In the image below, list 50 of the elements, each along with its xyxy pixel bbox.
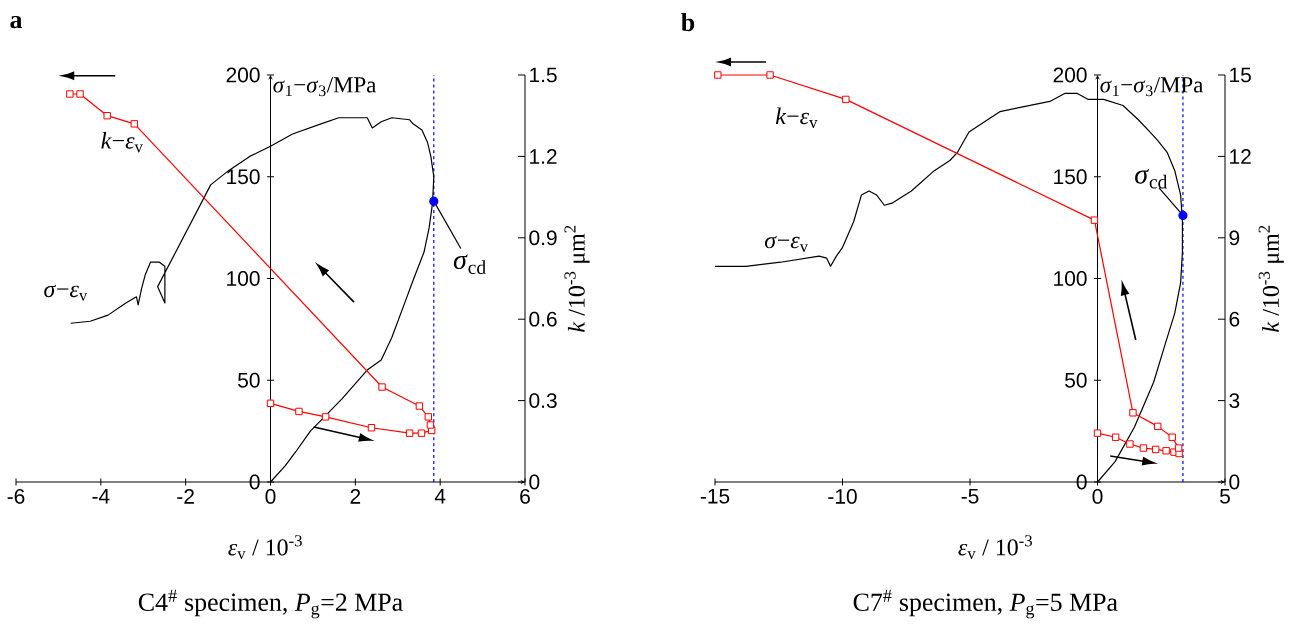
series-label: σ−ε$_{v}$: [44, 284, 88, 301]
y-tick-label: 150: [1054, 169, 1087, 185]
annotation: σ$_{cd}$: [1135, 169, 1168, 189]
annotation: σ$_{cd}$: [453, 254, 486, 275]
y2-tick-label: 1.5: [530, 67, 557, 83]
text: a: [10, 15, 23, 29]
y2-tick-label: 0.3: [529, 393, 557, 408]
x-tick-label: -2: [177, 489, 194, 504]
x-tick-label: -10: [828, 489, 857, 504]
y-tick-label: 100: [1054, 271, 1087, 286]
y2-tick-label: 6: [1229, 311, 1240, 327]
x-tick-label: -6: [7, 489, 25, 504]
x-tick-label: 6: [520, 489, 530, 504]
y-tick-label: 50: [238, 372, 260, 388]
x-tick-label: 2: [350, 489, 361, 504]
y-tick-label: 50: [1065, 372, 1087, 388]
y2-tick-label: 12: [1230, 149, 1251, 164]
x-tick-label: -4: [92, 489, 110, 504]
y2-tick-label: 9: [1229, 230, 1240, 246]
x-tick-label: -5: [961, 489, 979, 504]
x-tick-label: 0: [1092, 489, 1103, 504]
y-tick-label: 0: [249, 474, 260, 490]
x-tick-label: 5: [1220, 489, 1230, 504]
x-tick-label: 4: [434, 489, 446, 504]
series-label: σ−ε$_{v}$: [764, 235, 809, 252]
text: b: [681, 12, 695, 32]
y2-tick-label: 0.9: [529, 230, 557, 246]
text: C7$^{#}$ specimen, P$_{g}$=5 MPa: [853, 589, 1118, 619]
series-label: k−ε$_{v}$: [101, 131, 143, 153]
y-tick-label: 200: [226, 67, 260, 83]
y2-tick-label: 0: [1229, 474, 1240, 490]
y2-tick-label: 3: [1229, 393, 1240, 408]
series-label: k−ε$_{v}$: [775, 107, 818, 128]
y2-axis-title: k /10$^{-3}$ μm$^{2}$: [564, 225, 590, 332]
y-tick-label: 200: [1053, 67, 1087, 83]
x-axis-title: ε$_{v}$ / 10$^{-3}$: [958, 535, 1032, 560]
y2-tick-label: 0.6: [529, 311, 557, 327]
y-axis-title: σ$_{1}$−σ$_{3}$/MPa: [273, 77, 377, 97]
y-tick-label: 0: [1076, 474, 1087, 490]
x-tick-label: -15: [700, 489, 730, 504]
y2-tick-label: 1.2: [530, 149, 557, 164]
text: C4$^{#}$ specimen, P$_{g}$=2 MPa: [138, 589, 403, 619]
y2-tick-label: 0: [529, 474, 540, 490]
y-axis-title: σ$_{1}$−σ$_{3}$/MPa: [1100, 77, 1204, 97]
y-tick-label: 150: [227, 169, 260, 185]
y2-axis-title: k /10$^{-3}$ μm$^{2}$: [1258, 225, 1284, 332]
y-tick-label: 100: [227, 271, 260, 286]
x-axis-title: ε$_{v}$ / 10$^{-3}$: [228, 535, 302, 560]
y2-tick-label: 15: [1230, 67, 1251, 83]
x-tick-label: 0: [265, 489, 276, 504]
